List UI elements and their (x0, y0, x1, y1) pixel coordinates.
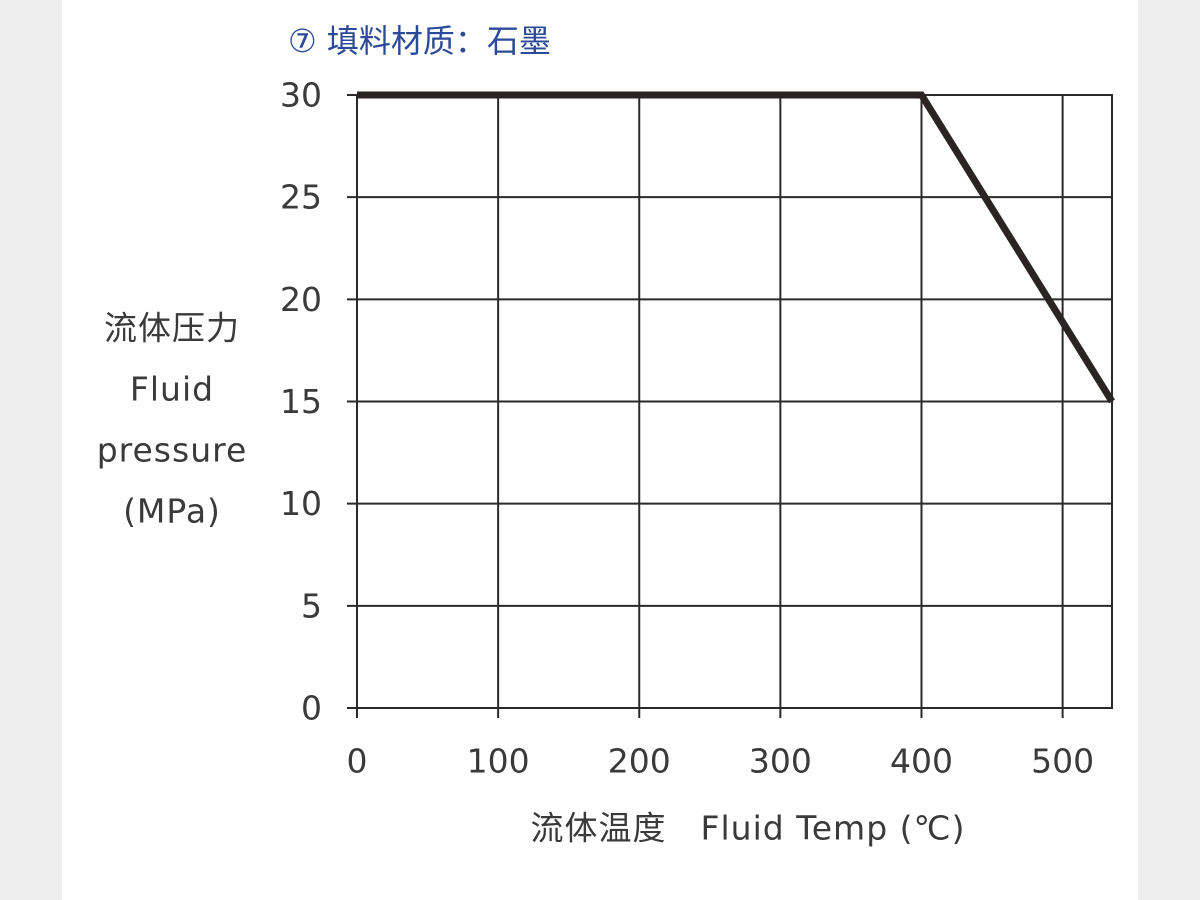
chart-title: ⑦ 填料材质：石墨 (288, 22, 551, 60)
y-tick-label: 25 (280, 178, 322, 217)
y-axis-label: 流体压力 (104, 309, 240, 348)
x-tick-label: 100 (467, 742, 530, 781)
y-tick-label: 15 (280, 382, 322, 421)
y-tick-label: 30 (280, 76, 322, 115)
y-axis-label: Fluid (130, 370, 214, 409)
x-tick-label: 0 (347, 742, 368, 781)
x-axis-label: 流体温度 Fluid Temp (℃) (531, 809, 966, 848)
y-axis-label: (MPa) (123, 492, 221, 531)
x-tick-label: 300 (749, 742, 812, 781)
y-tick-label: 20 (280, 280, 322, 319)
x-tick-label: 500 (1031, 742, 1094, 781)
y-tick-label: 5 (301, 586, 322, 625)
x-tick-label: 400 (890, 742, 953, 781)
y-axis-label: pressure (97, 431, 248, 470)
x-tick-label: 200 (608, 742, 671, 781)
y-tick-label: 0 (301, 689, 322, 728)
y-tick-label: 10 (280, 484, 322, 523)
data-line (357, 91, 1115, 404)
